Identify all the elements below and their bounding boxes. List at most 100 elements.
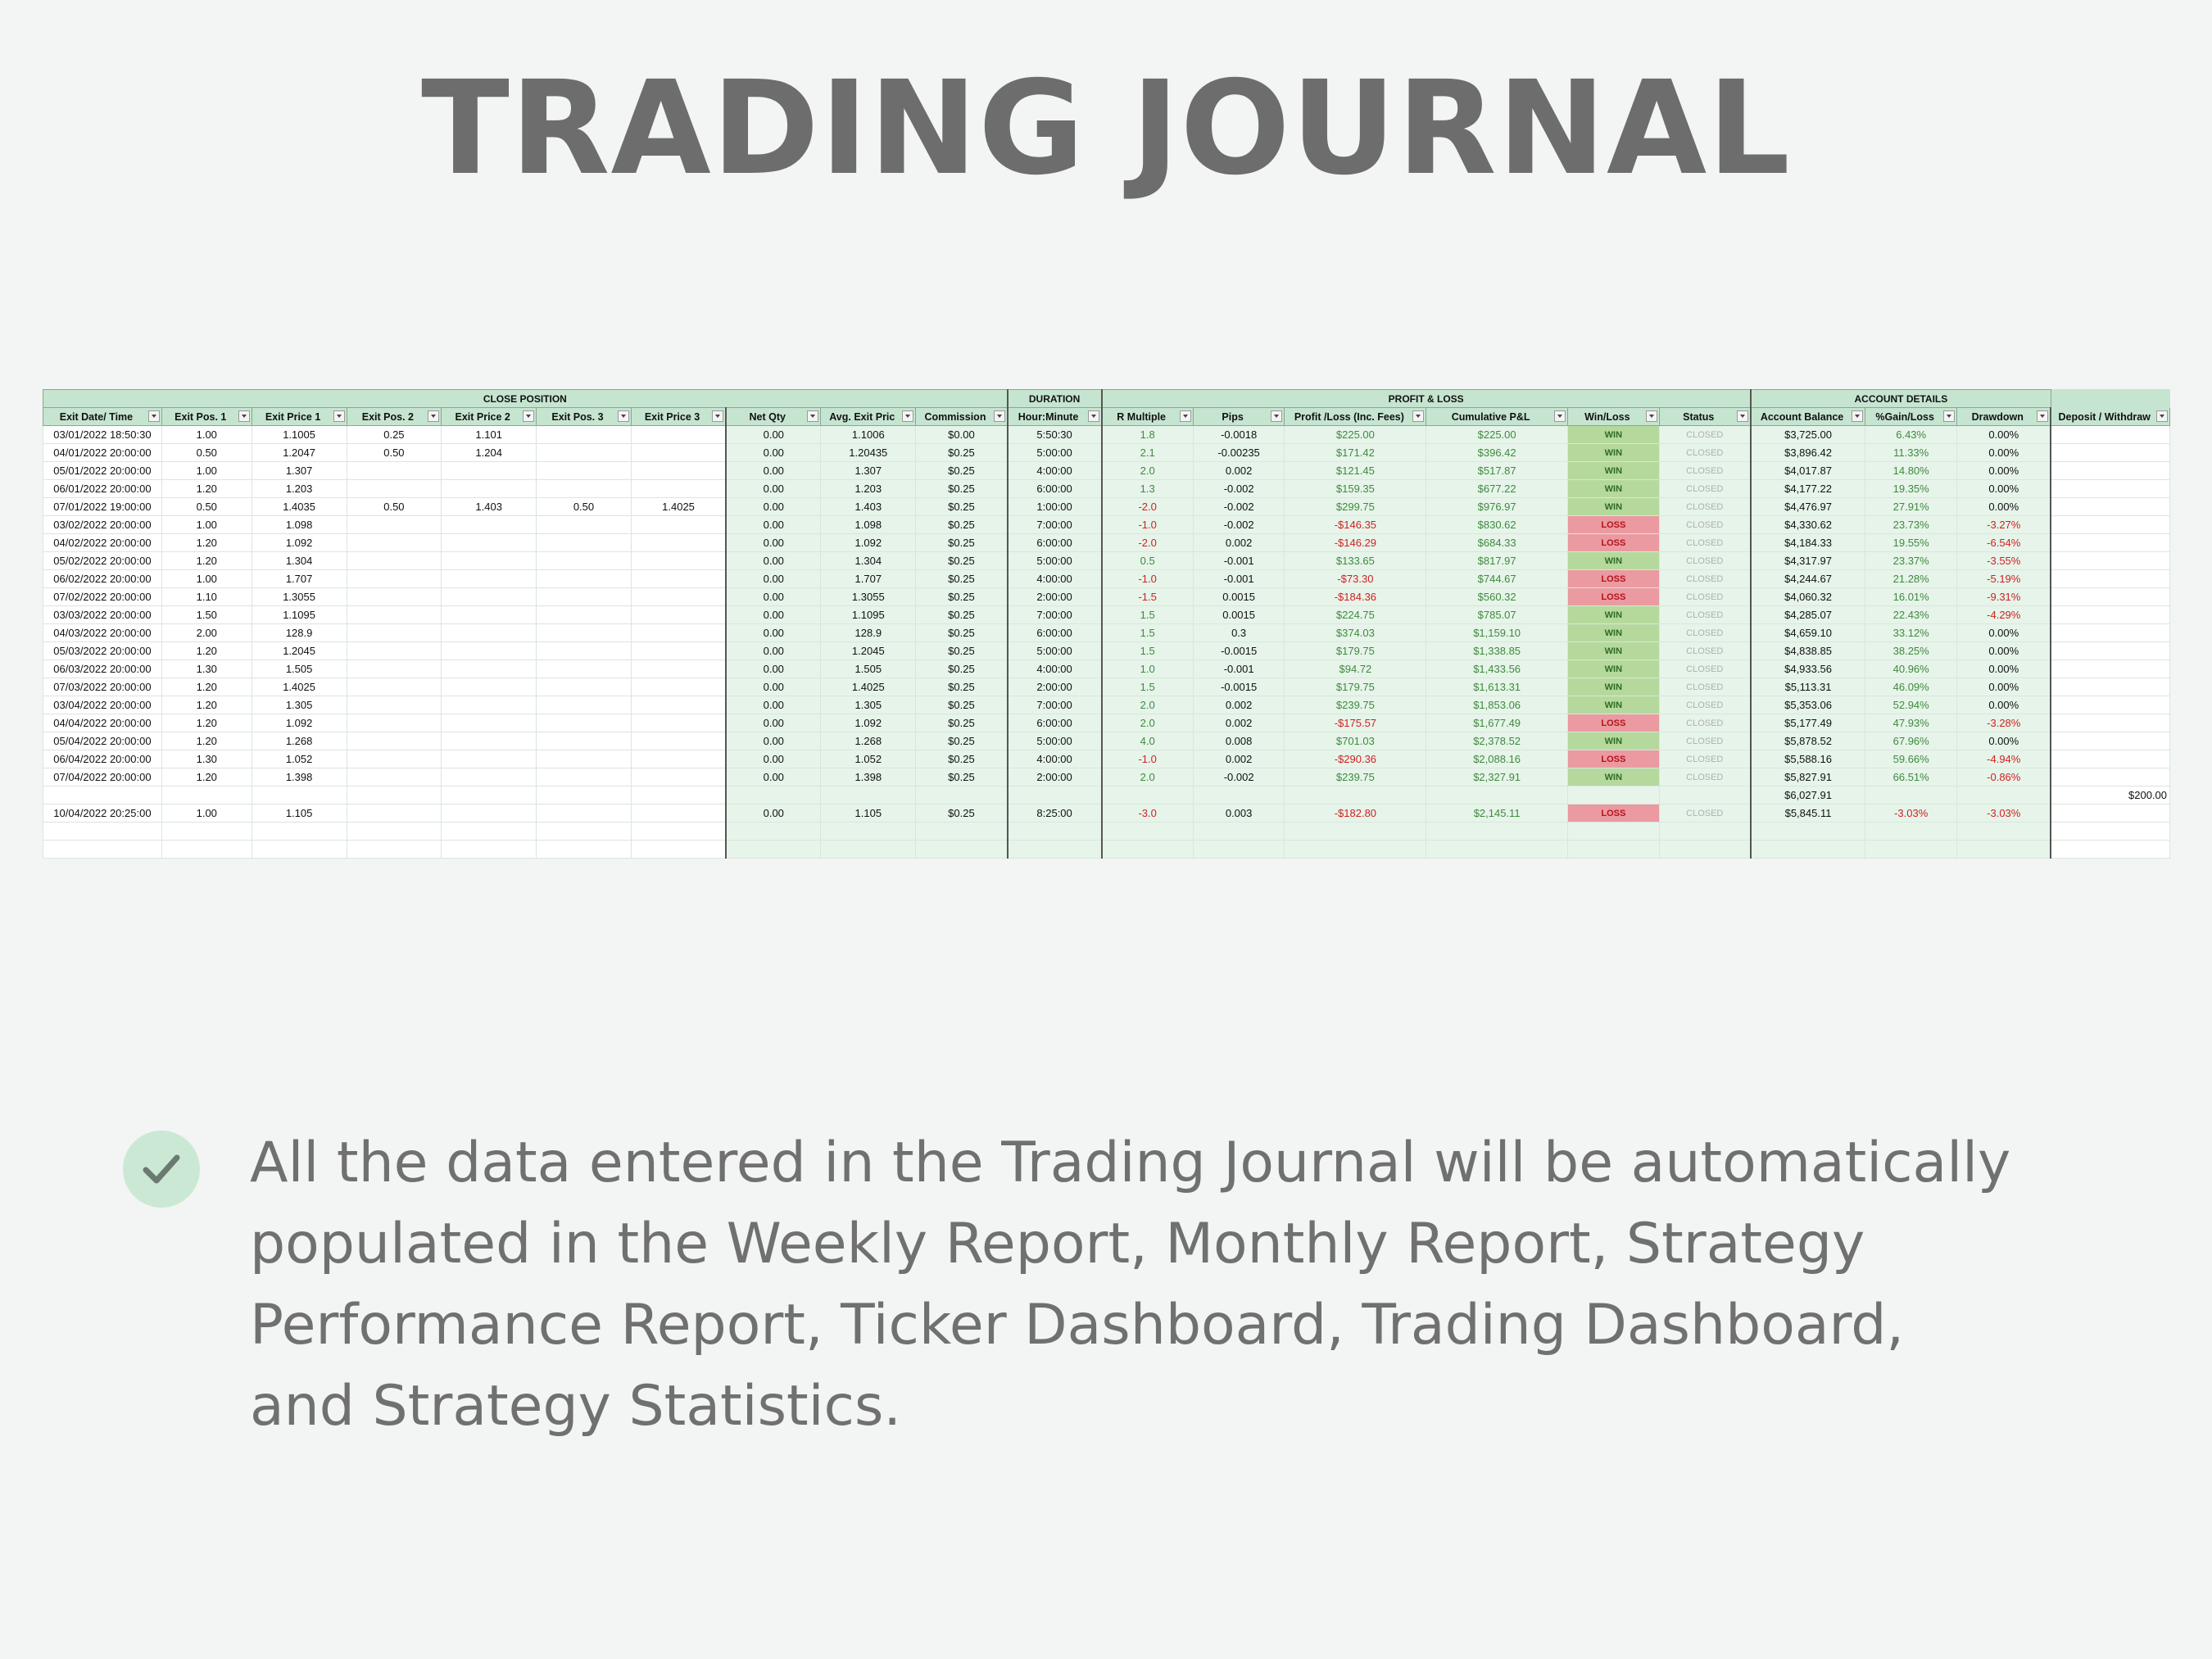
table-cell[interactable]: 40.96% [1865, 660, 1958, 678]
table-cell[interactable]: $200.00 [2050, 786, 2170, 805]
table-cell[interactable]: 1.1095 [820, 605, 917, 624]
table-cell[interactable]: WIN [1566, 425, 1660, 444]
table-cell[interactable]: 06/01/2022 20:00:00 [43, 479, 162, 498]
table-cell[interactable]: CLOSED [1658, 443, 1752, 462]
table-cell[interactable]: $4,838.85 [1749, 641, 1866, 660]
table-cell[interactable]: $785.07 [1426, 605, 1568, 624]
table-cell[interactable] [346, 461, 442, 480]
table-cell[interactable]: 1.305 [251, 696, 347, 714]
table-cell[interactable]: 6:00:00 [1006, 714, 1103, 732]
table-cell[interactable]: 0.00% [1956, 443, 2051, 462]
table-cell[interactable]: 1.2045 [820, 641, 917, 660]
table-cell[interactable] [536, 479, 632, 498]
table-cell[interactable] [536, 569, 632, 588]
table-cell[interactable]: 0.00% [1956, 732, 2051, 750]
table-cell[interactable]: 1.20 [161, 551, 252, 570]
table-cell[interactable]: -1.0 [1100, 750, 1194, 768]
table-cell[interactable]: 22.43% [1865, 605, 1958, 624]
table-cell[interactable]: 1.20 [161, 533, 252, 552]
table-cell[interactable] [725, 786, 822, 805]
table-cell[interactable]: 21.28% [1865, 569, 1958, 588]
table-cell[interactable]: -$146.35 [1284, 515, 1427, 534]
table-cell[interactable] [1658, 822, 1752, 841]
table-cell[interactable]: CLOSED [1658, 479, 1752, 498]
table-cell[interactable] [820, 840, 917, 859]
table-cell[interactable]: -0.001 [1192, 551, 1285, 570]
table-cell[interactable]: LOSS [1566, 515, 1660, 534]
table-cell[interactable]: 2.00 [161, 623, 252, 642]
filter-dropdown-icon[interactable] [902, 410, 914, 422]
table-cell[interactable]: 52.94% [1865, 696, 1958, 714]
table-cell[interactable]: 46.09% [1865, 678, 1958, 696]
table-cell[interactable]: 0.0015 [1192, 605, 1285, 624]
table-cell[interactable] [820, 786, 917, 805]
table-cell[interactable]: 1.00 [161, 425, 252, 444]
table-cell[interactable]: 05/04/2022 20:00:00 [43, 732, 162, 750]
table-cell[interactable]: $374.03 [1284, 623, 1427, 642]
table-cell[interactable] [630, 714, 727, 732]
table-cell[interactable]: -1.0 [1100, 515, 1194, 534]
table-cell[interactable] [2050, 768, 2170, 786]
table-cell[interactable] [1956, 822, 2051, 841]
table-cell[interactable]: 0.00 [725, 678, 822, 696]
table-cell[interactable]: -0.002 [1192, 768, 1285, 786]
table-cell[interactable]: 1.1005 [251, 425, 347, 444]
table-cell[interactable]: 5:00:00 [1006, 641, 1103, 660]
table-cell[interactable]: $0.25 [915, 497, 1009, 516]
table-cell[interactable]: -9.31% [1956, 587, 2051, 606]
table-cell[interactable]: 1.105 [251, 804, 347, 823]
table-cell[interactable] [536, 660, 632, 678]
table-cell[interactable]: 05/03/2022 20:00:00 [43, 641, 162, 660]
table-cell[interactable] [536, 443, 632, 462]
table-cell[interactable]: 0.00% [1956, 641, 2051, 660]
table-cell[interactable] [43, 786, 162, 805]
table-cell[interactable]: 0.00% [1956, 678, 2051, 696]
table-cell[interactable]: 1.5 [1100, 641, 1194, 660]
table-cell[interactable]: -0.002 [1192, 497, 1285, 516]
table-cell[interactable]: -0.0015 [1192, 641, 1285, 660]
table-cell[interactable]: 0.002 [1192, 750, 1285, 768]
table-cell[interactable] [630, 587, 727, 606]
table-cell[interactable]: 0.00 [725, 804, 822, 823]
table-cell[interactable]: $171.42 [1284, 443, 1427, 462]
table-cell[interactable]: 0.00% [1956, 623, 2051, 642]
table-cell[interactable]: 1.305 [820, 696, 917, 714]
table-cell[interactable]: $4,184.33 [1749, 533, 1866, 552]
table-cell[interactable]: $2,378.52 [1426, 732, 1568, 750]
filter-dropdown-icon[interactable] [1645, 410, 1657, 422]
table-cell[interactable]: 1.5 [1100, 678, 1194, 696]
table-cell[interactable]: 11.33% [1865, 443, 1958, 462]
table-cell[interactable] [630, 732, 727, 750]
table-cell[interactable]: 0.00 [725, 551, 822, 570]
table-cell[interactable]: $225.00 [1284, 425, 1427, 444]
table-cell[interactable]: LOSS [1566, 533, 1660, 552]
filter-dropdown-icon[interactable] [1412, 410, 1425, 422]
table-cell[interactable] [441, 678, 537, 696]
table-cell[interactable] [441, 641, 537, 660]
table-cell[interactable]: WIN [1566, 678, 1660, 696]
table-cell[interactable]: 1.30 [161, 660, 252, 678]
table-cell[interactable] [1658, 840, 1752, 859]
table-cell[interactable]: 1.403 [441, 497, 537, 516]
table-cell[interactable] [441, 587, 537, 606]
table-cell[interactable]: 1.4025 [820, 678, 917, 696]
table-cell[interactable]: $830.62 [1426, 515, 1568, 534]
filter-dropdown-icon[interactable] [1087, 410, 1099, 422]
table-cell[interactable]: 6:00:00 [1006, 533, 1103, 552]
table-cell[interactable] [441, 786, 537, 805]
table-cell[interactable]: 1.20435 [820, 443, 917, 462]
table-cell[interactable]: 1.268 [251, 732, 347, 750]
table-cell[interactable]: 0.00 [725, 696, 822, 714]
table-cell[interactable]: 1.00 [161, 569, 252, 588]
table-cell[interactable]: $4,244.67 [1749, 569, 1866, 588]
table-cell[interactable]: -4.94% [1956, 750, 2051, 768]
table-cell[interactable] [346, 822, 442, 841]
table-cell[interactable] [1284, 822, 1427, 841]
table-cell[interactable] [630, 804, 727, 823]
table-cell[interactable]: 1.092 [251, 714, 347, 732]
table-cell[interactable] [536, 786, 632, 805]
table-cell[interactable]: CLOSED [1658, 587, 1752, 606]
table-cell[interactable]: 4:00:00 [1006, 461, 1103, 480]
table-cell[interactable] [915, 840, 1009, 859]
table-cell[interactable]: -5.19% [1956, 569, 2051, 588]
